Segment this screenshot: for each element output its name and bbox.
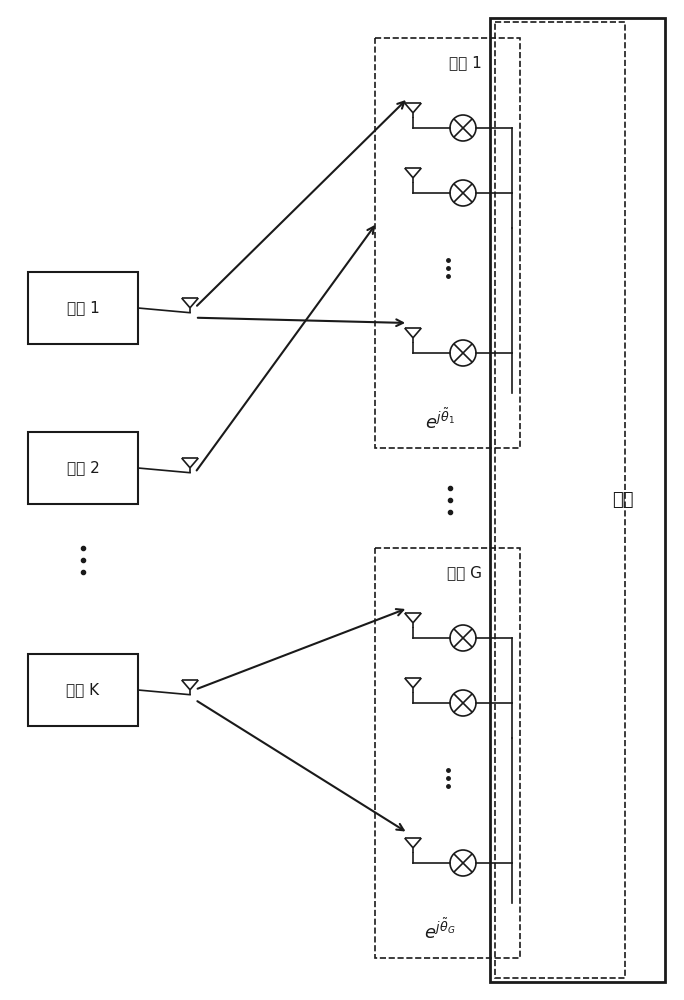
Bar — [490, 18, 665, 982]
Text: 分组 G: 分组 G — [447, 566, 482, 580]
Bar — [28, 272, 138, 344]
Text: 基站: 基站 — [612, 491, 634, 509]
Text: 用户 K: 用户 K — [66, 682, 100, 698]
Bar — [28, 654, 138, 726]
Text: $e^{j\tilde{\theta}_G}$: $e^{j\tilde{\theta}_G}$ — [424, 918, 456, 942]
Text: 分组 1: 分组 1 — [449, 55, 482, 70]
Text: 用户 2: 用户 2 — [66, 460, 99, 476]
Bar — [375, 548, 520, 958]
Bar — [375, 38, 520, 448]
Bar — [28, 432, 138, 504]
Bar — [495, 22, 625, 978]
Text: $e^{j\tilde{\theta}_1}$: $e^{j\tilde{\theta}_1}$ — [425, 408, 455, 432]
Text: 用户 1: 用户 1 — [66, 300, 99, 316]
